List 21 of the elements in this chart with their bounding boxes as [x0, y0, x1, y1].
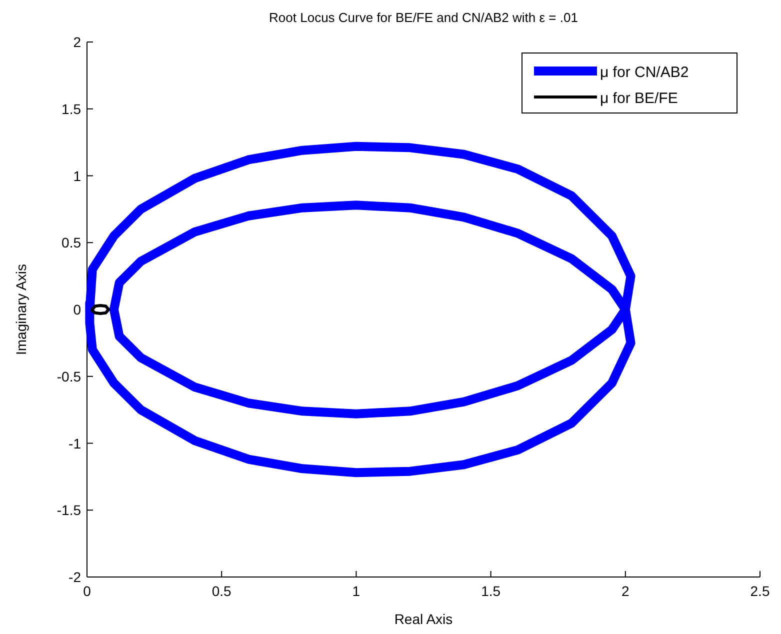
legend-label: μ for CN/AB2 [600, 64, 689, 81]
y-tick-label: 2 [73, 34, 82, 50]
x-tick-label: 2.5 [750, 583, 770, 599]
x-tick-label: 2 [622, 583, 630, 599]
y-tick-label: -1.5 [56, 502, 82, 518]
x-axis-title: Real Axis [394, 611, 453, 627]
x-tick-label: 1.5 [481, 583, 501, 599]
y-tick-label: 1.5 [62, 100, 82, 117]
x-tick-label: 0.5 [212, 583, 232, 599]
y-tick-label: -1 [68, 435, 82, 452]
x-tick-label: 0 [83, 583, 92, 599]
x-tick-label: 1 [352, 583, 360, 599]
y-tick-label: 1 [73, 168, 82, 184]
y-tick-label: -2 [68, 569, 82, 585]
y-tick-label: 0.5 [62, 234, 82, 251]
legend-label: μ for BE/FE [600, 90, 678, 107]
y-tick-label: -0.5 [56, 368, 82, 384]
chart-title: Root Locus Curve for BE/FE and CN/AB2 with ε = .01 [269, 10, 578, 25]
y-axis-title: Imaginary Axis [13, 264, 29, 356]
y-tick-label: 0 [73, 302, 82, 318]
line-series [90, 304, 110, 316]
